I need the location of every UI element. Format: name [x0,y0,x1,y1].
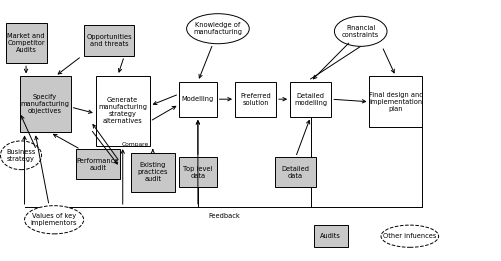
Text: Values of key
implementors: Values of key implementors [31,213,77,226]
Text: Market and
Competitor
Audits: Market and Competitor Audits [7,33,45,53]
Text: Financial
constraints: Financial constraints [342,25,379,38]
Ellipse shape [334,16,387,46]
Ellipse shape [381,225,439,247]
FancyBboxPatch shape [314,225,348,247]
FancyBboxPatch shape [6,23,47,63]
Text: Generate
manufacturing
strategy
alternatives: Generate manufacturing strategy alternat… [98,97,147,124]
Text: Existing
practices
audit: Existing practices audit [138,162,168,182]
Text: Final design and
implementation
plan: Final design and implementation plan [369,92,423,112]
FancyBboxPatch shape [179,81,217,117]
Text: Feedback: Feedback [208,213,239,219]
Text: Business
strategy: Business strategy [7,149,36,162]
Text: Preferred
solution: Preferred solution [240,93,271,106]
Text: Compare: Compare [122,141,149,147]
Text: Other infuences: Other infuences [383,233,436,239]
Text: Top level
data: Top level data [183,166,212,179]
Text: Audits: Audits [320,233,341,239]
Text: Detailed
data: Detailed data [282,166,310,179]
Text: Specify
manufacturing
objectives: Specify manufacturing objectives [21,94,70,114]
FancyBboxPatch shape [235,81,276,117]
Text: Knowledge of
manufacturing: Knowledge of manufacturing [193,22,242,35]
FancyBboxPatch shape [84,25,134,56]
Ellipse shape [25,206,84,234]
FancyBboxPatch shape [20,76,71,133]
FancyBboxPatch shape [369,76,422,127]
FancyBboxPatch shape [275,157,316,187]
Ellipse shape [1,141,42,170]
Ellipse shape [186,14,249,44]
Text: Modelling: Modelling [182,96,214,102]
Text: Performance
audit: Performance audit [77,158,119,171]
FancyBboxPatch shape [290,81,331,117]
FancyBboxPatch shape [131,153,175,192]
FancyBboxPatch shape [179,157,217,187]
FancyBboxPatch shape [76,149,120,180]
Text: Opportunities
and threats: Opportunities and threats [86,34,132,47]
Text: Detailed
modelling: Detailed modelling [294,93,327,106]
FancyBboxPatch shape [96,76,150,146]
